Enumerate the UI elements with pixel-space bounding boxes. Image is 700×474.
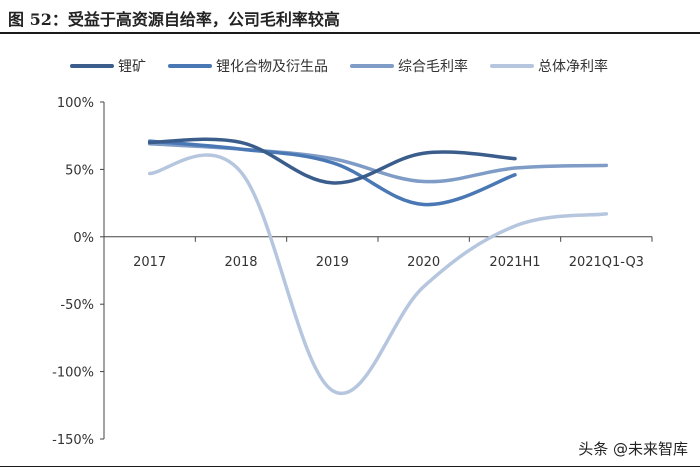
series-line-0	[147, 137, 517, 185]
x-tick-label: 2018	[224, 255, 257, 270]
title-row: 图 52：受益于高资源自给率，公司毛利率较高	[0, 0, 700, 34]
figure-title: 图 52：受益于高资源自给率，公司毛利率较高	[8, 10, 340, 29]
x-tick-label: 2021Q1-Q3	[569, 255, 644, 270]
x-tick-label: 2017	[133, 255, 166, 270]
x-tick-label: 2019	[316, 255, 349, 270]
legend: 锂矿 锂化合物及衍生品 综合毛利率 总体净利率	[70, 58, 608, 75]
x-tick-label: 2021H1	[489, 255, 540, 270]
legend-label: 锂矿	[118, 59, 146, 75]
y-tick-label: 50%	[65, 163, 94, 178]
bottom-rule	[0, 466, 700, 467]
legend-label: 总体净利率	[538, 58, 608, 75]
y-tick-label: -50%	[60, 298, 94, 313]
series-line-3	[147, 153, 609, 395]
y-tick-label: -100%	[52, 366, 94, 381]
series-line-2	[147, 142, 609, 184]
watermark: 头条 @未来智库	[574, 437, 692, 460]
legend-label: 综合毛利率	[398, 58, 468, 75]
series-line-1	[147, 139, 517, 207]
y-tick-label: -150%	[52, 433, 94, 448]
series-lines	[147, 137, 609, 395]
x-tick-label: 2020	[407, 255, 440, 270]
axes: 100% 50% 0% -50% -100% -150% 2017 2018 2019 2020 2…	[52, 96, 653, 448]
y-tick-label: 100%	[57, 96, 94, 111]
legend-label: 锂化合物及衍生品	[216, 59, 328, 75]
y-tick-label: 0%	[73, 231, 94, 246]
top-rule	[0, 32, 700, 34]
